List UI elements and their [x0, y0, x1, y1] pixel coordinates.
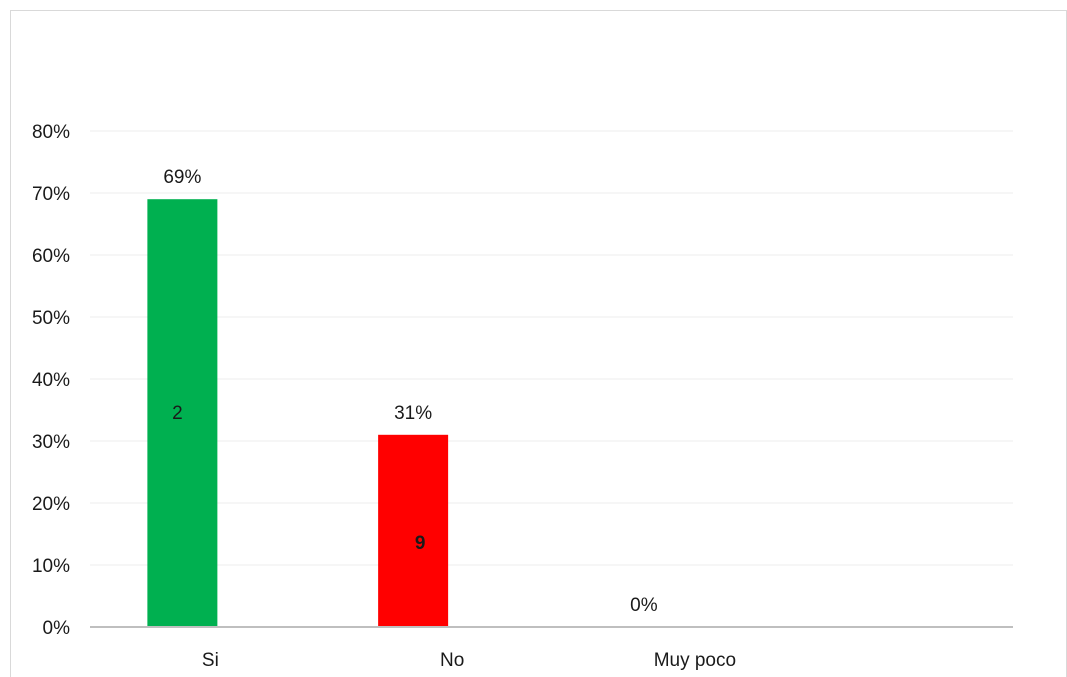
inner-label: 9 [415, 533, 426, 554]
inner-label: 2 [172, 403, 183, 424]
bar-no [378, 434, 449, 627]
y-tick-label: 30% [32, 432, 70, 453]
data-labels: 69% 2 31% 9 0% [163, 167, 657, 616]
value-label: 31% [394, 403, 432, 424]
gridlines [90, 130, 1013, 566]
x-tick-label: Si [202, 650, 219, 671]
y-tick-label: 20% [32, 494, 70, 515]
bars [147, 199, 449, 627]
value-label: 69% [163, 167, 201, 188]
x-axis-tick-labels: Si No Muy poco [202, 650, 736, 671]
y-tick-label: 10% [32, 556, 70, 577]
y-tick-label: 40% [32, 370, 70, 391]
value-label: 0% [630, 595, 658, 616]
x-tick-label: No [440, 650, 464, 671]
y-tick-label: 0% [43, 618, 71, 639]
y-tick-label: 80% [32, 122, 70, 143]
bar-si [147, 199, 218, 627]
x-tick-label: Muy poco [654, 650, 736, 671]
y-axis-tick-labels: 0% 10% 20% 30% 40% 50% 60% 70% 80% [32, 122, 70, 639]
y-tick-label: 50% [32, 308, 70, 329]
y-tick-label: 70% [32, 184, 70, 205]
y-tick-label: 60% [32, 246, 70, 267]
